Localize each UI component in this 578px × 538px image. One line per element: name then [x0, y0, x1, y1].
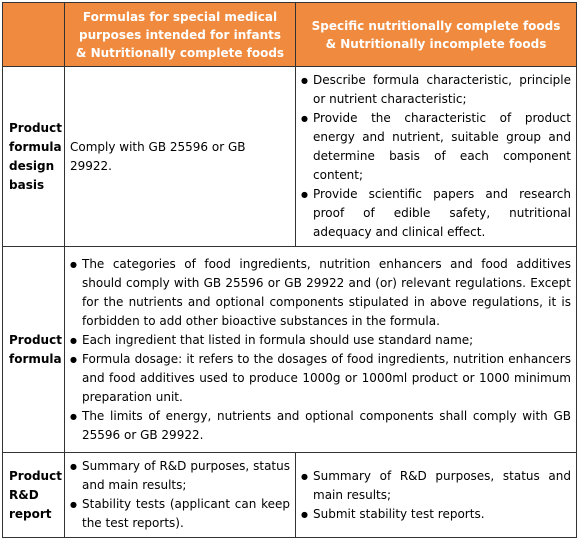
label-line: R&D [9, 487, 39, 502]
header-col2-line2: & Nutritionally incomplete foods [325, 36, 547, 51]
list-item: Submit stability test reports. [301, 505, 571, 524]
list-item: The limits of energy, nutrients and opti… [70, 407, 571, 445]
bullet-list: The categories of food ingredients, nutr… [70, 255, 571, 445]
row-design-basis: Product formula design basis Comply with… [2, 66, 577, 247]
label-line: Product [9, 332, 62, 347]
header-col1-line3: & Nutritionally complete foods [75, 45, 285, 60]
bullet-list: Describe formula characteristic, princip… [301, 71, 571, 242]
list-item: Summary of R&D purposes, status and main… [70, 457, 290, 495]
label-line: report [9, 506, 52, 521]
design-basis-col1: Comply with GB 25596 or GB 29922. [64, 66, 296, 247]
bullet-list: Summary of R&D purposes, status and main… [301, 467, 571, 524]
label-line: formula [9, 139, 62, 154]
list-item: Stability tests (applicant can keep the … [70, 495, 290, 533]
row-rd-report: Product R&D report Summary of R&D purpos… [2, 452, 577, 538]
row-label-product-formula: Product formula [2, 246, 65, 453]
header-row: Formulas for special medical purposes in… [2, 2, 577, 67]
list-item: Provide the characteristic of product en… [301, 109, 571, 185]
header-col1-line1: Formulas for special medical [82, 9, 278, 24]
bullet-list: Summary of R&D purposes, status and main… [70, 457, 290, 533]
label-line: Product [9, 468, 62, 483]
header-col1-line2: purposes intended for infants [78, 27, 281, 42]
label-line: design [9, 158, 55, 173]
header-col-infant-complete: Formulas for special medical purposes in… [64, 2, 296, 67]
list-item: Provide scientific papers and research p… [301, 185, 571, 242]
label-line: Product [9, 120, 62, 135]
row-label-design-basis: Product formula design basis [2, 66, 65, 247]
row-label-rd-report: Product R&D report [2, 452, 65, 538]
design-basis-col1-text: Comply with GB 25596 or GB 29922. [70, 139, 246, 173]
label-line: basis [9, 177, 45, 192]
list-item: Describe formula characteristic, princip… [301, 71, 571, 109]
label-line: formula [9, 351, 62, 366]
list-item: Summary of R&D purposes, status and main… [301, 467, 571, 505]
header-col2-line1: Specific nutritionally complete foods [311, 18, 561, 33]
header-col-specific-incomplete: Specific nutritionally complete foods & … [295, 2, 577, 67]
rd-report-col2: Summary of R&D purposes, status and main… [295, 452, 577, 538]
list-item: Each ingredient that listed in formula s… [70, 331, 571, 350]
product-formula-content: The categories of food ingredients, nutr… [64, 246, 577, 453]
design-basis-col2: Describe formula characteristic, princip… [295, 66, 577, 247]
list-item: The categories of food ingredients, nutr… [70, 255, 571, 331]
row-product-formula: Product formula The categories of food i… [2, 246, 577, 453]
rd-report-col1: Summary of R&D purposes, status and main… [64, 452, 296, 538]
header-empty-cell [2, 2, 65, 67]
list-item: Formula dosage: it refers to the dosages… [70, 350, 571, 407]
